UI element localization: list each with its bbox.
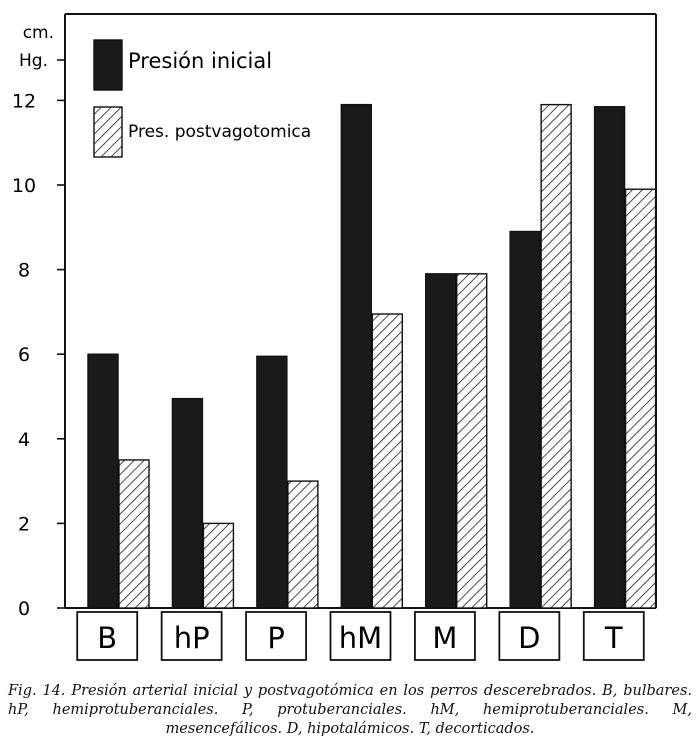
category-label: M bbox=[432, 621, 457, 655]
y-tick-label: 2 bbox=[18, 513, 30, 535]
bar-T-inicial bbox=[593, 106, 626, 609]
bars bbox=[87, 103, 657, 609]
bar-hP-inicial bbox=[171, 397, 204, 609]
category-box bbox=[160, 611, 223, 661]
category-label: P bbox=[267, 621, 285, 655]
y-unit-label-cm: cm. bbox=[23, 23, 54, 43]
bar-hP-postvagotomica bbox=[202, 522, 235, 609]
category-label: B bbox=[97, 621, 117, 655]
bar-B-inicial bbox=[87, 353, 119, 609]
y-tick-label: 8 bbox=[18, 260, 30, 282]
legend-swatch-inicial bbox=[93, 39, 123, 91]
y-tick-label: 12 bbox=[12, 90, 36, 112]
legend: Presión inicial Pres. postvagotomica bbox=[93, 39, 311, 158]
category-label: D bbox=[518, 621, 540, 655]
bar-M-postvagotomica bbox=[456, 273, 488, 609]
bar-D-postvagotomica bbox=[540, 103, 572, 609]
bar-M-inicial bbox=[425, 273, 457, 609]
category-box bbox=[329, 611, 392, 661]
bar-P-postvagotomica bbox=[287, 480, 319, 609]
legend-label-inicial: Presión inicial bbox=[128, 49, 272, 73]
bar-hM-postvagotomica bbox=[371, 313, 403, 609]
category-box bbox=[76, 611, 139, 661]
category-label: T bbox=[604, 621, 623, 655]
y-tick-label: 4 bbox=[18, 429, 30, 451]
bar-T-postvagotomica bbox=[624, 188, 657, 609]
category-box bbox=[582, 611, 645, 661]
figure-caption: Fig. 14. Presión arterial inicial y post… bbox=[8, 683, 692, 737]
bar-hM-inicial bbox=[340, 103, 372, 609]
bar-B-postvagotomica bbox=[118, 459, 150, 609]
bar-P-inicial bbox=[256, 355, 288, 609]
y-axis-ticks: 0 2 4 6 8 10 12 bbox=[12, 59, 65, 620]
y-tick-label: 6 bbox=[18, 344, 30, 366]
category-label: hP bbox=[174, 621, 210, 655]
bar-D-inicial bbox=[509, 230, 541, 609]
category-box bbox=[498, 611, 561, 661]
category-label: hM bbox=[339, 621, 382, 655]
y-unit-label-hg: Hg. bbox=[19, 51, 48, 71]
legend-swatch-postvagotomica bbox=[93, 106, 123, 158]
y-tick-label: 10 bbox=[12, 175, 36, 197]
y-tick-label: 0 bbox=[18, 598, 30, 620]
category-box bbox=[414, 611, 476, 661]
legend-label-postvagotomica: Pres. postvagotomica bbox=[128, 122, 311, 142]
category-box bbox=[245, 611, 307, 661]
